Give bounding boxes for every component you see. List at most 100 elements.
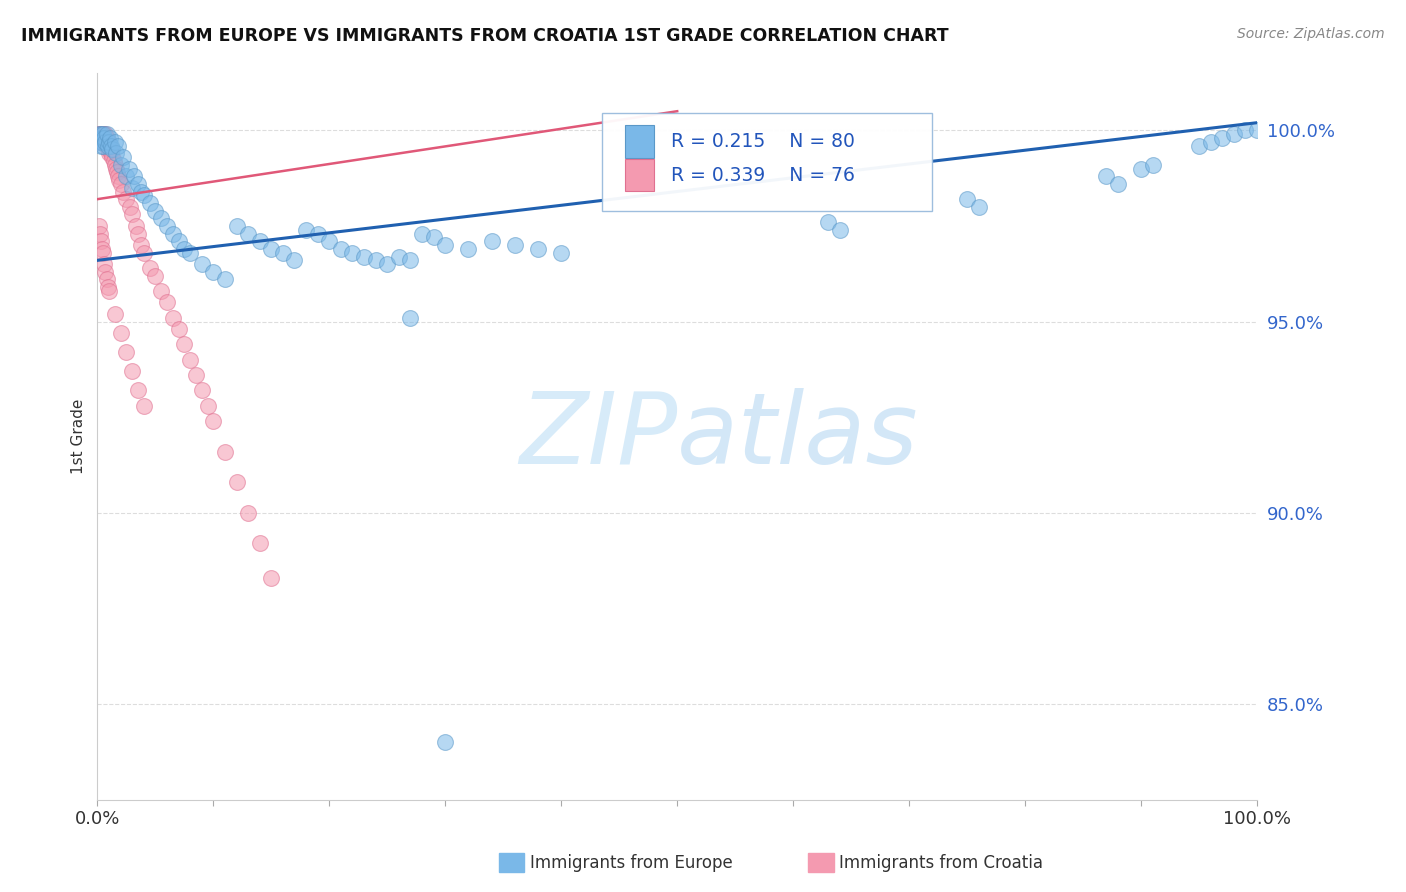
Point <box>1234 123 1257 137</box>
Point <box>143 203 166 218</box>
Point <box>103 153 125 168</box>
Point <box>127 384 149 398</box>
Point <box>91 127 114 141</box>
Point <box>318 234 340 248</box>
Point <box>104 146 127 161</box>
Point <box>956 192 979 206</box>
Point <box>111 150 134 164</box>
Point <box>91 135 114 149</box>
Point <box>1211 131 1233 145</box>
Point <box>97 146 120 161</box>
Point <box>121 180 143 194</box>
Point <box>87 219 110 233</box>
Point <box>97 138 120 153</box>
Point <box>329 242 352 256</box>
Point <box>150 284 173 298</box>
Point <box>115 169 138 184</box>
Point <box>97 135 120 149</box>
Point <box>364 253 387 268</box>
Point <box>101 143 124 157</box>
Point <box>87 135 110 149</box>
Point <box>1188 138 1211 153</box>
Point <box>179 352 201 367</box>
Point <box>107 169 129 184</box>
Text: Immigrants from Europe: Immigrants from Europe <box>530 854 733 871</box>
Point <box>87 127 110 141</box>
Text: R = 0.339    N = 76: R = 0.339 N = 76 <box>672 166 855 185</box>
Point <box>214 444 236 458</box>
Point <box>295 223 318 237</box>
Text: Source: ZipAtlas.com: Source: ZipAtlas.com <box>1237 27 1385 41</box>
Point <box>184 368 207 382</box>
Text: IMMIGRANTS FROM EUROPE VS IMMIGRANTS FROM CROATIA 1ST GRADE CORRELATION CHART: IMMIGRANTS FROM EUROPE VS IMMIGRANTS FRO… <box>21 27 949 45</box>
Point <box>388 250 411 264</box>
Point <box>260 242 283 256</box>
Point <box>89 227 111 241</box>
Point <box>104 158 127 172</box>
Point <box>91 245 114 260</box>
Point <box>481 234 503 248</box>
Text: Immigrants from Croatia: Immigrants from Croatia <box>839 854 1043 871</box>
Point <box>457 242 479 256</box>
Point <box>283 253 305 268</box>
Point <box>91 135 114 149</box>
Point <box>132 245 155 260</box>
Point <box>115 192 138 206</box>
Point <box>105 165 128 179</box>
Point <box>97 280 120 294</box>
Point <box>1223 127 1246 141</box>
Point <box>202 265 225 279</box>
Point <box>91 135 114 149</box>
Point <box>124 169 146 184</box>
Point <box>94 135 117 149</box>
Point <box>104 307 127 321</box>
Point <box>97 138 120 153</box>
Point <box>132 188 155 202</box>
Point <box>107 138 129 153</box>
Point <box>1130 161 1153 176</box>
Point <box>93 257 115 271</box>
Y-axis label: 1st Grade: 1st Grade <box>72 399 86 474</box>
Point <box>143 268 166 283</box>
Point <box>236 506 259 520</box>
Point <box>179 245 201 260</box>
Point <box>503 238 526 252</box>
Point <box>100 138 122 153</box>
Point <box>375 257 398 271</box>
Point <box>307 227 329 241</box>
Point <box>342 245 364 260</box>
Point <box>411 227 433 241</box>
Point <box>399 310 422 325</box>
Point <box>271 245 294 260</box>
Point <box>115 345 138 359</box>
Point <box>225 219 247 233</box>
Point <box>89 131 111 145</box>
Point <box>89 135 111 149</box>
Point <box>101 150 124 164</box>
Point <box>434 238 457 252</box>
Text: R = 0.215    N = 80: R = 0.215 N = 80 <box>672 132 855 151</box>
Point <box>91 131 114 145</box>
Point <box>190 384 212 398</box>
Point <box>89 131 111 145</box>
Point <box>121 207 143 221</box>
Point <box>91 127 114 141</box>
Point <box>124 219 146 233</box>
Point <box>90 234 112 248</box>
Point <box>89 127 111 141</box>
Point <box>260 571 283 585</box>
Point <box>156 295 179 310</box>
Point <box>249 234 271 248</box>
Point <box>967 200 990 214</box>
Point <box>93 131 115 145</box>
Point <box>90 135 112 149</box>
Point <box>87 127 110 141</box>
Point <box>167 234 190 248</box>
Point <box>828 223 851 237</box>
Point <box>94 135 117 149</box>
Point <box>131 238 153 252</box>
Point <box>190 257 212 271</box>
Point <box>1107 177 1129 191</box>
Point <box>131 185 153 199</box>
Point <box>110 177 132 191</box>
